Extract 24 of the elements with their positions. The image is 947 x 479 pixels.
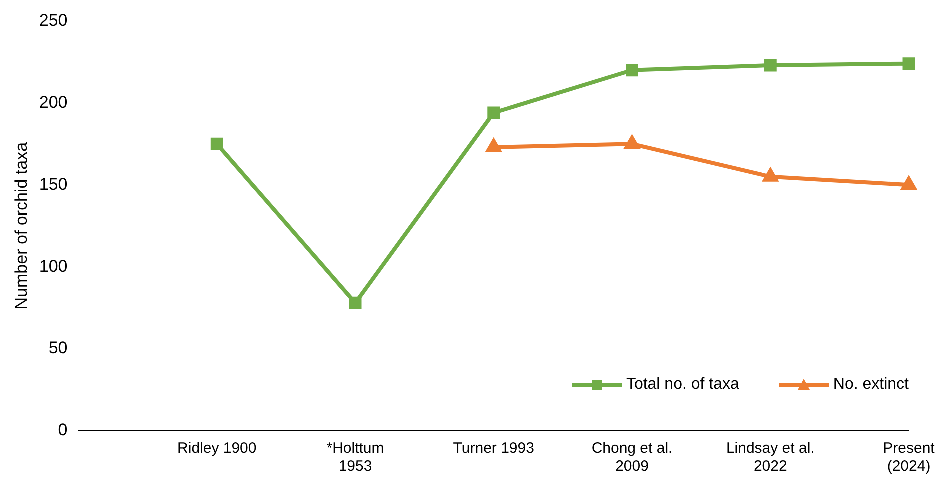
point [488,106,500,120]
legend-label: No. extinct [833,376,909,394]
point [626,64,638,77]
point [210,138,224,150]
y-tick-label: 100 [39,256,68,276]
x-tick-label: Ridley 1900 [178,440,257,458]
x-tick-label: Lindsay et al. 2022 [726,440,815,476]
y-tick-label: 200 [39,92,68,112]
point [486,139,502,152]
point [764,59,777,72]
point [625,136,640,150]
y-tick-label: 150 [39,174,68,194]
x-tick-label: Chong et al. 2009 [592,440,673,476]
x-tick-label: *Holttum 1953 [326,440,384,476]
x-tick-label: Present (2024) [883,440,936,476]
legend-label: Total no. of taxa [626,376,740,394]
y-tick-label: 250 [39,10,68,30]
x-tick-label: Turner 1993 [453,440,534,458]
point [763,168,778,182]
point [902,58,916,70]
point [902,177,916,190]
y-tick-label: 0 [58,420,68,440]
y-tick-label: 50 [48,338,68,358]
y-axis-title: Number of orchid taxa [12,142,31,310]
